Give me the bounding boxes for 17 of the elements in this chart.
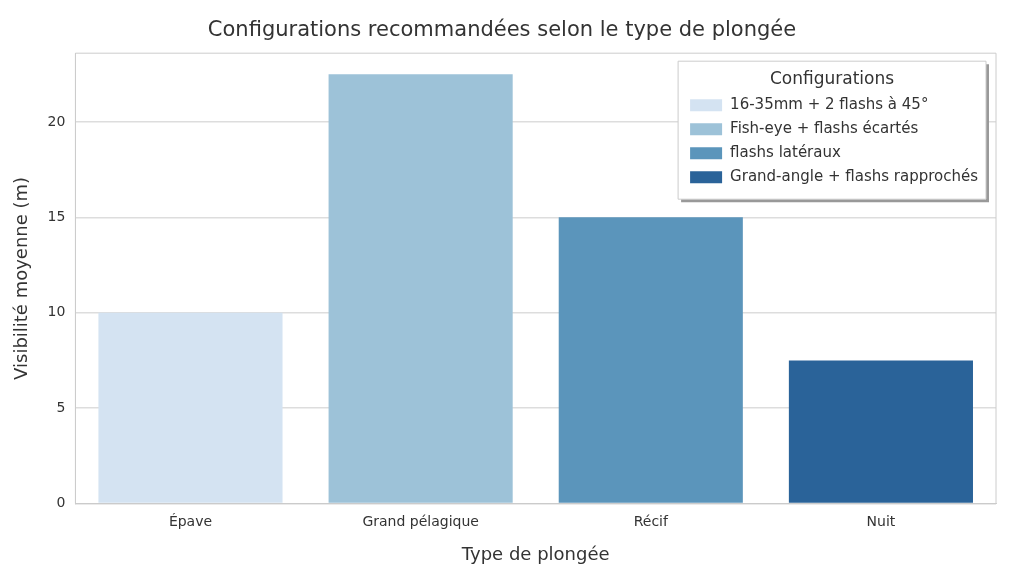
y-tick-label: 20 [47, 112, 66, 129]
y-tick-label: 10 [47, 303, 66, 320]
legend-label: Fish-eye + flashs écartés [730, 119, 919, 138]
y-tick-label: 5 [56, 398, 66, 415]
x-axis-title: Type de plongée [460, 542, 610, 564]
legend-label: 16-35mm + 2 flashs à 45° [730, 95, 929, 114]
x-tick-label: Épave [168, 512, 213, 529]
x-tick-label: Nuit [866, 512, 896, 529]
y-axis-title: Visibilité moyenne (m) [10, 176, 32, 380]
legend-label: flashs latéraux [730, 143, 841, 162]
chart-title: Configurations recommandées selon le type de plongée [207, 17, 797, 42]
legend-label: Grand-angle + flashs rapprochés [730, 167, 979, 186]
x-tick-label: Récif [633, 512, 669, 529]
x-tick-label: Grand pélagique [362, 512, 479, 529]
y-tick-label: 15 [47, 207, 66, 224]
legend-title: Configurations [769, 67, 895, 88]
y-tick-label: 0 [56, 494, 66, 511]
